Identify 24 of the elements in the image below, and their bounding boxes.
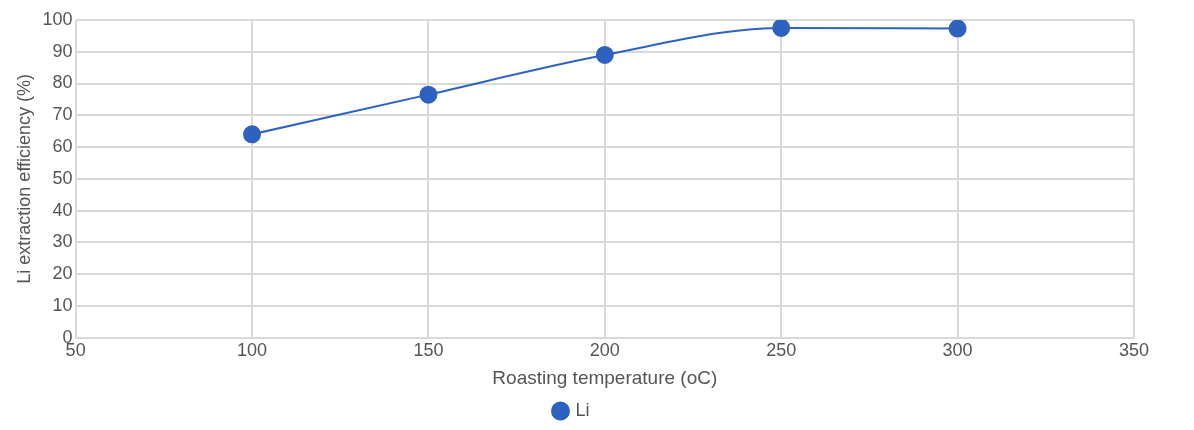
x-axis-title: Roasting temperature (oC) [492,366,718,388]
point [243,125,262,144]
y-tick-label: 30 [52,231,73,252]
x-tick-label: 100 [237,340,268,361]
x-tick-label: 150 [413,340,444,361]
point [948,20,967,38]
y-tick-label: 50 [52,167,73,188]
x-tick-label: 250 [766,340,797,361]
x-tick-label: 300 [942,340,973,361]
y-axis-title: Li extraction efficiency (%) [13,73,34,284]
y-tick-label: 80 [52,72,73,93]
y-tick-label: 90 [52,40,73,61]
point [595,45,614,64]
y-tick-label: 100 [42,8,73,29]
legend-label: Li [575,399,590,420]
y-tick-label: 40 [52,199,73,220]
y-tick-label: 20 [52,263,73,284]
y-tick-label: 10 [52,294,73,315]
x-tick-label: 350 [1118,340,1150,361]
point [772,20,791,37]
x-tick-label: 200 [589,340,620,361]
y-tick-label: 70 [52,104,73,125]
y-tick-label: 60 [52,136,73,157]
point [419,85,438,104]
